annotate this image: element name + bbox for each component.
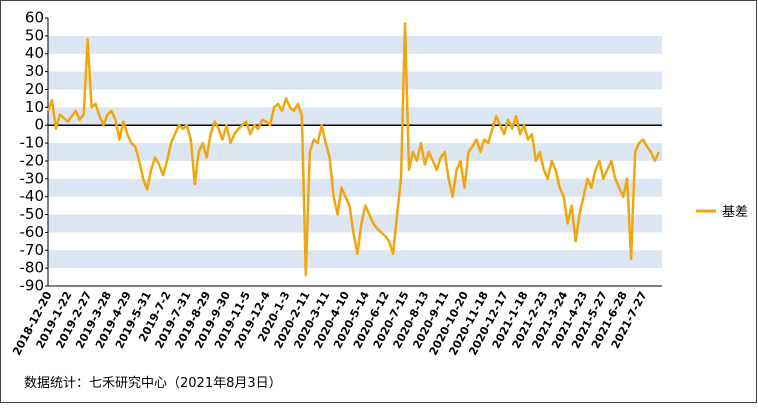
grid-band <box>48 214 662 233</box>
y-tick-label: -60 <box>20 223 45 241</box>
y-tick-label: 0 <box>34 116 44 134</box>
grid-band <box>48 250 662 269</box>
grid-band <box>48 71 662 90</box>
y-tick-label: -10 <box>20 134 45 152</box>
y-tick-label: 40 <box>25 44 44 62</box>
line <box>46 22 661 277</box>
y-tick-label: -90 <box>20 277 45 295</box>
grid-band <box>48 178 662 197</box>
y-tick-label: 20 <box>25 80 44 98</box>
grid-band <box>48 143 662 161</box>
y-tick-label: -50 <box>20 205 45 223</box>
source-note: 数据统计：七禾研究中心（2021年8月3日） <box>24 376 282 391</box>
grid-band <box>48 35 662 54</box>
grid-band <box>48 107 662 126</box>
y-tick-label: 60 <box>25 9 44 27</box>
y-tick-label: -40 <box>20 187 45 205</box>
y-tick-label: 50 <box>25 26 44 44</box>
y-tick-label: -30 <box>20 169 45 187</box>
y-tick-label: -80 <box>20 259 45 277</box>
y-tick-label: -20 <box>20 151 45 169</box>
legend-label: 基差 <box>722 205 748 220</box>
y-tick-label: 10 <box>25 98 44 116</box>
y-tick-label: 30 <box>25 62 44 80</box>
y-tick-label: -70 <box>20 241 45 259</box>
